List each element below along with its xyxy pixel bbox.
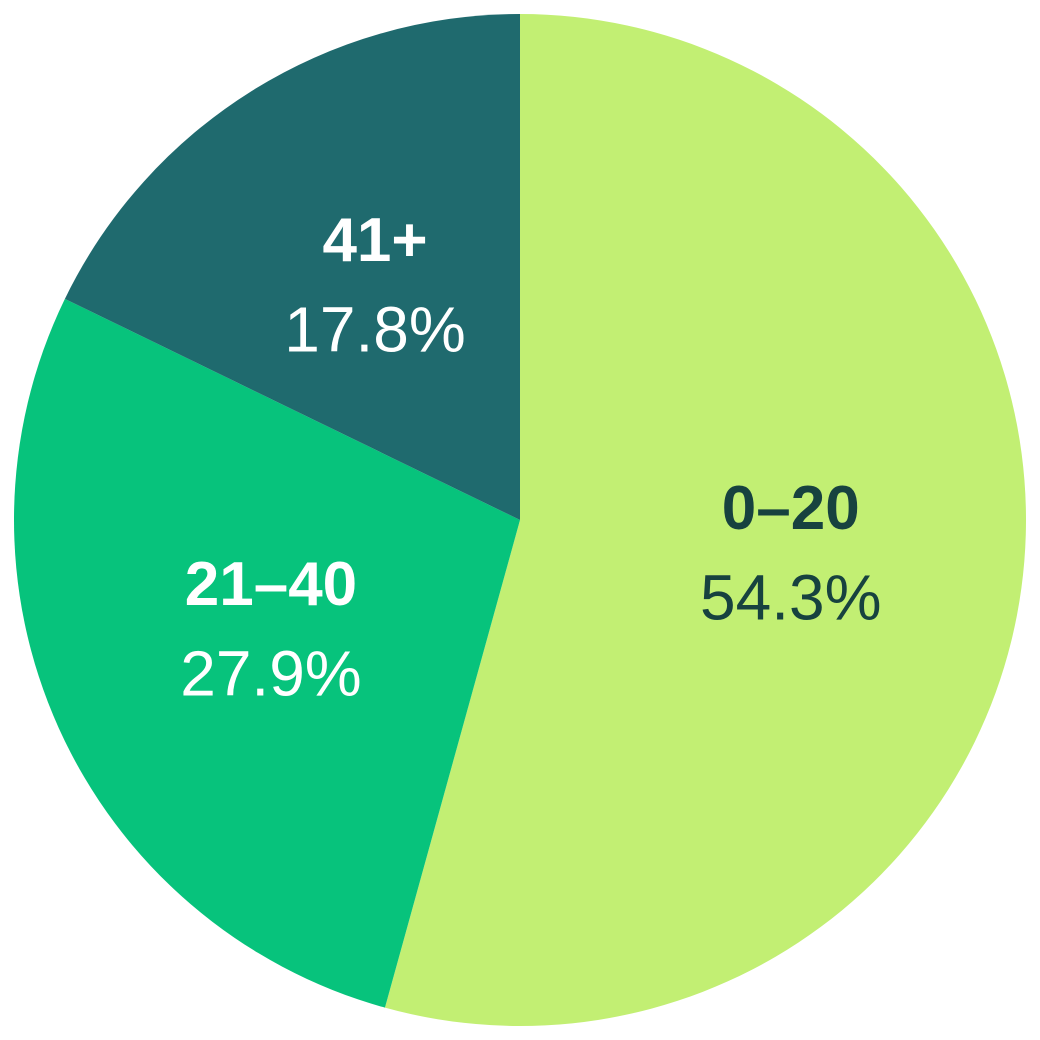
pie-slice	[64, 14, 520, 520]
pie-slice	[14, 298, 521, 1008]
pie-slice	[384, 14, 1027, 1026]
slice-value-label: 27.9%	[180, 637, 361, 709]
slice-category-label: 0–20	[722, 474, 860, 543]
slice-value-label: 54.3%	[700, 562, 881, 634]
slice-category-label: 41+	[322, 206, 427, 275]
slice-category-label: 21–40	[185, 550, 357, 619]
slice-value-label: 17.8%	[284, 293, 465, 365]
